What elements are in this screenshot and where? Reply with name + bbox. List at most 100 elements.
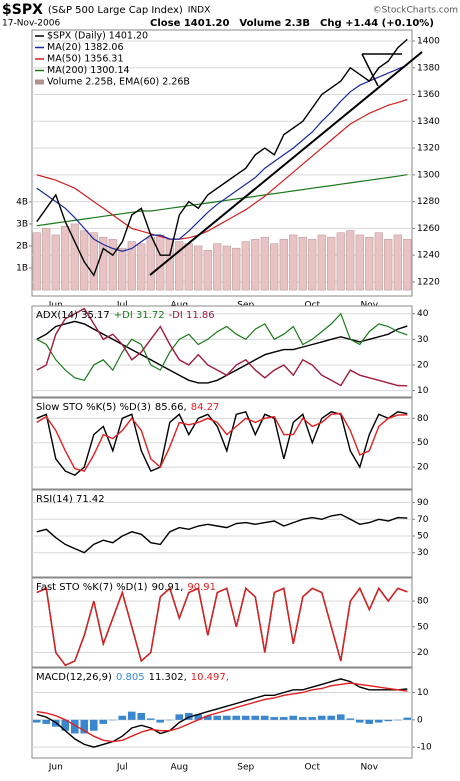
x-tick-label: Jun [48,763,63,773]
panel-frame [31,489,413,578]
bar [61,719,70,731]
legend-entry: +DI 31.72 [114,310,165,321]
source: ©StockCharts.com [373,6,458,16]
bar [241,241,250,291]
panel-title: Fast STO %K(7) %D(1) [36,582,148,593]
series-line [36,678,408,748]
bar [384,239,393,291]
trend-line [149,51,423,276]
bar [232,247,241,291]
bar [289,234,298,291]
bar [346,718,355,720]
y-tick-label: 1300 [417,170,440,180]
bar [365,719,374,724]
series-line [36,682,408,743]
y-tick-label: 1240 [417,251,440,261]
y-tick-label: 50 [417,438,429,448]
panel-title: Slow STO %K(5) %D(3) [36,402,151,413]
bar [213,243,222,291]
y-tick-label: 10 [417,688,429,698]
bar [241,715,250,720]
bar [251,239,260,291]
bar [260,715,269,720]
bar [165,719,174,721]
bar [42,228,51,291]
bar [336,714,345,720]
legend-entry: Volume 2.25B, EMA(60) 2.26B [47,77,190,88]
y-tick-label: 80 [417,414,429,424]
legend-entry: 11.302, [149,672,187,683]
y-tick-label: 1320 [417,144,440,154]
bar [355,719,364,723]
x-tick-label: Aug [170,763,188,773]
series-line [36,312,408,381]
bar [108,719,117,721]
series-line [36,586,408,667]
bar [222,245,231,291]
bar [222,715,231,720]
y-tick-label: 80 [417,597,429,607]
y-tick-label: 1380 [417,63,440,73]
date: 17-Nov-2006 [2,19,60,29]
bar [70,719,79,734]
bar [137,243,146,291]
y-tick-label: 20 [417,648,429,658]
y-tick-label: 40 [417,309,429,319]
header-text: $SPX [2,2,43,18]
bar [89,232,98,291]
bar [175,714,184,720]
bar [232,715,241,720]
y-tick-label: 10 [417,386,429,396]
bar [317,234,326,291]
series-line [36,307,408,387]
x-tick-label: Oct [304,763,320,773]
panel-title: MACD(12,26,9) [36,672,112,683]
y-tick-label: 20 [417,463,429,473]
x-tick-label: Sep [237,763,254,773]
legend-entry: MA(20) 1382.06 [47,42,124,53]
y-tick-label: 1340 [417,117,440,127]
bar [298,236,307,291]
bar [403,239,412,291]
bar [184,243,193,291]
y2-tick-label: 2B [16,241,28,251]
bar [308,717,317,720]
legend-entry: 85.66, [155,402,187,413]
bar [146,236,155,291]
legend-entry: -DI 11.86 [169,310,215,321]
y-tick-label: 1400 [417,36,440,46]
bar [156,719,165,723]
bar [42,719,51,724]
header-text: (S&P 500 Large Cap Index) [48,5,183,16]
bar [346,230,355,291]
panel-frame [31,305,413,398]
legend-entry: 90.91 [187,582,216,593]
y-tick-label: 50 [417,532,429,542]
bar [308,239,317,291]
y-tick-label: 1280 [417,197,440,207]
quote-info: Chg +1.44 (+0.10%) [320,18,434,29]
bar [327,236,336,291]
x-tick-label: Nov [360,763,378,773]
bar [32,719,41,723]
series-line [36,64,408,252]
bar [108,239,117,291]
y2-tick-label: 1B [16,264,28,274]
quote-info: Close 1401.20 [150,18,229,29]
bar [99,236,108,291]
bar [393,719,402,721]
bar [146,718,155,720]
bar [336,232,345,291]
legend-entry: 90.91, [152,582,184,593]
series-line [36,38,408,277]
bar [365,236,374,291]
bar [118,247,127,291]
bar [260,236,269,291]
bar [393,234,402,291]
bar [156,234,165,291]
legend-entry: 10.497, [191,672,229,683]
bar [317,715,326,720]
legend-entry: ADX(14) 35.17 [36,310,110,321]
y-tick-label: 1260 [417,224,440,234]
bar [70,223,79,291]
